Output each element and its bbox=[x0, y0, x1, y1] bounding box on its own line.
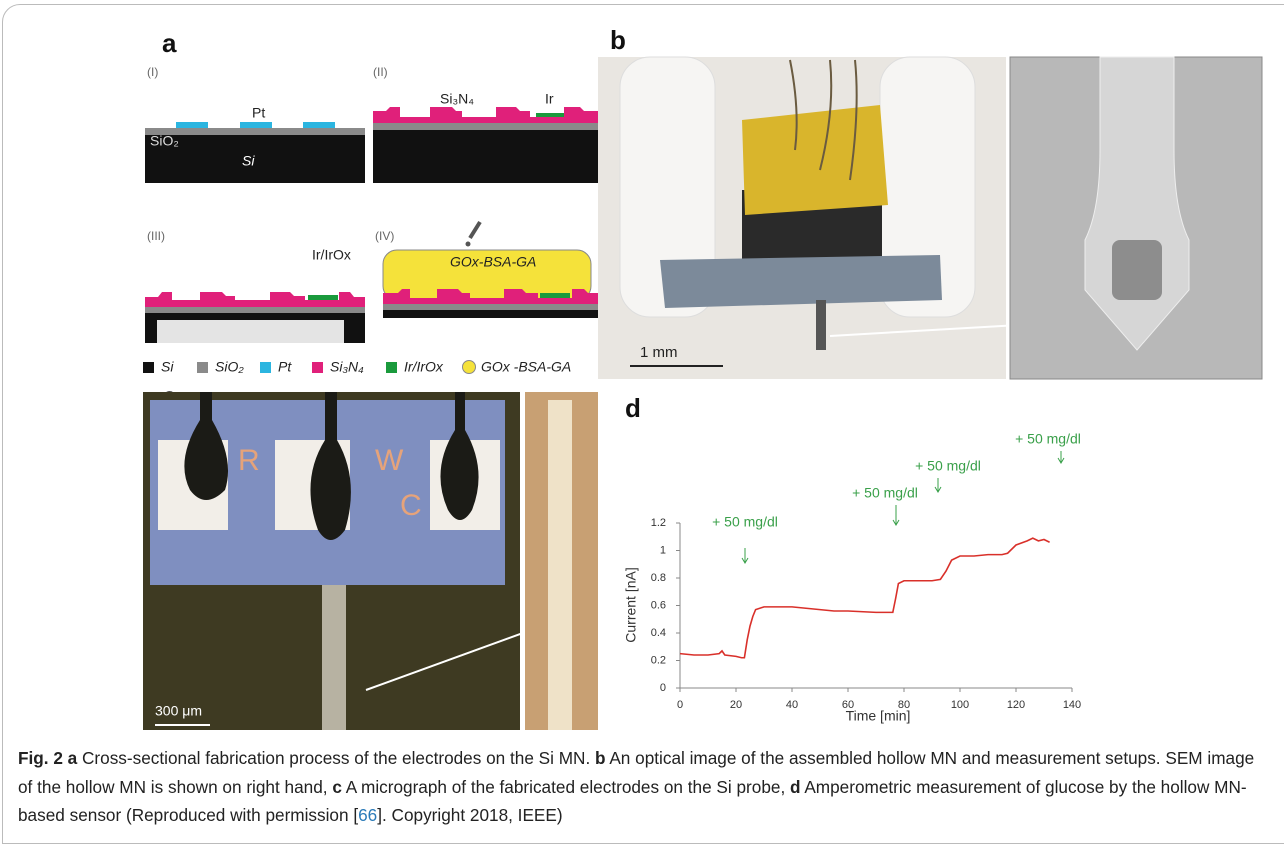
schematic-ii bbox=[373, 107, 600, 183]
annotation: + 50 mg/dl bbox=[915, 458, 981, 474]
x-tick-label: 120 bbox=[1007, 699, 1025, 711]
caption-panel-letter: b bbox=[595, 748, 606, 768]
optical-photo bbox=[598, 57, 1070, 379]
data-line bbox=[680, 538, 1050, 658]
y-tick-label: 0.6 bbox=[651, 599, 666, 611]
schematic-iii bbox=[145, 292, 365, 343]
x-tick-label: 140 bbox=[1063, 699, 1081, 711]
scale-bar-label: 1 mm bbox=[640, 344, 678, 361]
layer-label: GOx-BSA-GA bbox=[450, 254, 536, 270]
layer-label: Ir/IrOx bbox=[312, 247, 351, 263]
chip-letter: W bbox=[375, 444, 404, 477]
step-label: (IV) bbox=[375, 229, 394, 243]
caption-text: ]. Copyright 2018, IEEE) bbox=[377, 805, 562, 825]
chip-letter: C bbox=[400, 489, 422, 522]
sem-image bbox=[1010, 57, 1262, 379]
scale-bar-label: 300 μm bbox=[155, 703, 202, 719]
x-tick-label: 60 bbox=[842, 699, 854, 711]
caption-text: A micrograph of the fabricated electrode… bbox=[342, 777, 790, 797]
annotation: + 50 mg/dl bbox=[852, 485, 918, 501]
panel-label: a bbox=[162, 28, 177, 58]
legend-label: Si₃N₄ bbox=[330, 359, 364, 375]
layer-label: Ir bbox=[545, 91, 554, 107]
caption-figure-label: Fig. 2 bbox=[18, 748, 63, 768]
caption: Fig. 2 a Cross-sectional fabrication pro… bbox=[18, 744, 1270, 830]
chip-letter: R bbox=[238, 444, 260, 477]
layer-label: Si₃N₄ bbox=[440, 91, 474, 107]
layer-label: Pt bbox=[252, 105, 265, 121]
layer-label: Si bbox=[242, 153, 255, 169]
legend-label: Ir/IrOx bbox=[404, 359, 444, 375]
y-tick-label: 0 bbox=[660, 682, 666, 694]
x-tick-label: 40 bbox=[786, 699, 798, 711]
micrograph bbox=[143, 392, 598, 730]
panel-label: b bbox=[610, 25, 626, 55]
y-tick-label: 1.2 bbox=[651, 517, 666, 529]
legend-label: SiO₂ bbox=[215, 359, 244, 375]
x-tick-label: 80 bbox=[898, 699, 910, 711]
y-tick-label: 1 bbox=[660, 544, 666, 556]
x-tick-label: 100 bbox=[951, 699, 969, 711]
legend-label: Pt bbox=[278, 359, 292, 375]
reference-link[interactable]: 66 bbox=[358, 805, 377, 825]
legend-label: Si bbox=[161, 359, 174, 375]
schematic-i bbox=[145, 122, 365, 183]
x-tick-label: 0 bbox=[677, 699, 683, 711]
y-axis-label: Current [nA] bbox=[623, 567, 639, 642]
caption-panel-letter: a bbox=[68, 748, 78, 768]
y-tick-label: 0.4 bbox=[651, 627, 666, 639]
panel-label: d bbox=[625, 393, 641, 423]
caption-panel-letter: d bbox=[790, 777, 801, 797]
annotation: + 50 mg/dl bbox=[1015, 431, 1081, 447]
figure: a (I) (II) (III) (IV) Pt SiO₂ Si Si₃N₄ I… bbox=[0, 0, 1284, 745]
annotation: + 50 mg/dl bbox=[712, 514, 778, 530]
caption-panel-letter: c bbox=[332, 777, 342, 797]
layer-label: SiO₂ bbox=[150, 133, 179, 149]
legend-label: GOx -BSA-GA bbox=[481, 359, 571, 375]
y-tick-label: 0.2 bbox=[651, 654, 666, 666]
step-label: (III) bbox=[147, 229, 165, 243]
schematic-iv bbox=[383, 222, 599, 318]
y-tick-label: 0.8 bbox=[651, 572, 666, 584]
page: {"panels": { "a": {"label": "a", "steps"… bbox=[0, 0, 1284, 835]
caption-text: Cross-sectional fabrication process of t… bbox=[77, 748, 595, 768]
x-tick-label: 20 bbox=[730, 699, 742, 711]
step-label: (II) bbox=[373, 65, 388, 79]
step-label: (I) bbox=[147, 65, 158, 79]
